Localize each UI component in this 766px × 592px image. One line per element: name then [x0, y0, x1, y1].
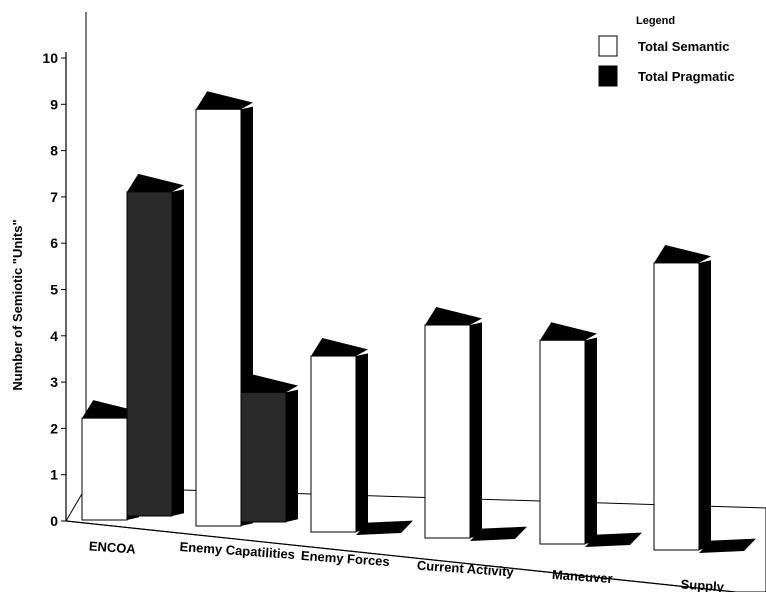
bar-semantic-1-front — [195, 108, 242, 527]
bar-semantic-4 — [539, 322, 597, 545]
bar-pragmatic-4 — [585, 532, 642, 547]
bar-pragmatic-1-side — [286, 389, 298, 522]
bar-semantic-3-front — [424, 324, 471, 539]
bar-pragmatic-1-top — [241, 374, 298, 393]
y-tick-label: 10 — [42, 50, 58, 66]
y-tick-label: 9 — [50, 96, 58, 112]
bar-semantic-5 — [653, 244, 711, 551]
bar-semantic-4-side — [585, 337, 597, 544]
bar-semantic-2-side — [356, 353, 368, 532]
legend-swatch-semantic — [598, 35, 618, 57]
y-axis-title: Number of Semiotic "Units" — [10, 219, 25, 390]
category-label: Supply — [680, 577, 725, 592]
y-tick-label: 1 — [50, 467, 58, 483]
bar-pragmatic-3 — [470, 526, 527, 541]
category-label: ENCOA — [88, 538, 136, 556]
bar-semantic-2-top — [311, 338, 368, 357]
category-label: Enemy Forces — [300, 548, 390, 569]
y-tick-label: 5 — [50, 282, 58, 298]
bar-semantic-3-top — [425, 307, 482, 326]
bar-semantic-5-top — [654, 244, 711, 263]
legend-swatch-pragmatic — [598, 65, 618, 87]
category-label: Enemy Capatilities — [179, 539, 295, 562]
bar-semantic-5-front — [653, 262, 700, 551]
legend: Legend Total Semantic Total Pragmatic — [598, 15, 735, 87]
bar-semantic-3-side — [470, 322, 482, 538]
y-tick-label: 7 — [50, 189, 58, 205]
bar-pragmatic-1 — [240, 374, 298, 523]
bar-semantic-1-top — [196, 91, 253, 110]
bar-pragmatic-0-front — [126, 191, 173, 517]
category-label: Current Activity — [416, 558, 515, 580]
y-tick-label: 0 — [50, 513, 58, 529]
bar-semantic-2-front — [310, 355, 357, 533]
y-tick-label: 6 — [50, 235, 58, 251]
bar-semantic-4-top — [540, 322, 597, 341]
y-tick-label: 4 — [50, 328, 58, 344]
x-axis-line — [65, 520, 736, 592]
y-tick-label: 8 — [50, 143, 58, 159]
bar-semantic-2 — [310, 338, 368, 533]
y-tick-label: 2 — [50, 420, 58, 436]
bar-semantic-0-top — [82, 400, 139, 419]
legend-label-pragmatic: Total Pragmatic — [638, 69, 735, 84]
bar-pragmatic-1-front — [240, 391, 287, 523]
bar-semantic-3 — [424, 307, 482, 539]
bar-pragmatic-0-side — [172, 189, 184, 516]
bar-semantic-0-front — [81, 417, 128, 521]
category-labels: ENCOA Enemy Capatilities Enemy Forces Curre… — [88, 538, 725, 592]
bar-pragmatic-2 — [356, 520, 413, 535]
y-tick-label: 3 — [50, 374, 58, 390]
bar-semantic-5-side — [699, 260, 711, 550]
bar-pragmatic-5 — [699, 538, 756, 553]
bar-pragmatic-0-top — [127, 173, 184, 192]
bar-pragmatic-0 — [126, 173, 184, 517]
legend-title: Legend — [636, 15, 675, 27]
bars — [81, 91, 756, 553]
legend-label-semantic: Total Semantic — [638, 39, 730, 54]
bar-semantic-4-front — [539, 339, 586, 545]
category-label: Maneuver — [552, 567, 614, 586]
y-ticks: 0 1 2 3 4 5 6 7 8 9 10 — [42, 50, 66, 529]
